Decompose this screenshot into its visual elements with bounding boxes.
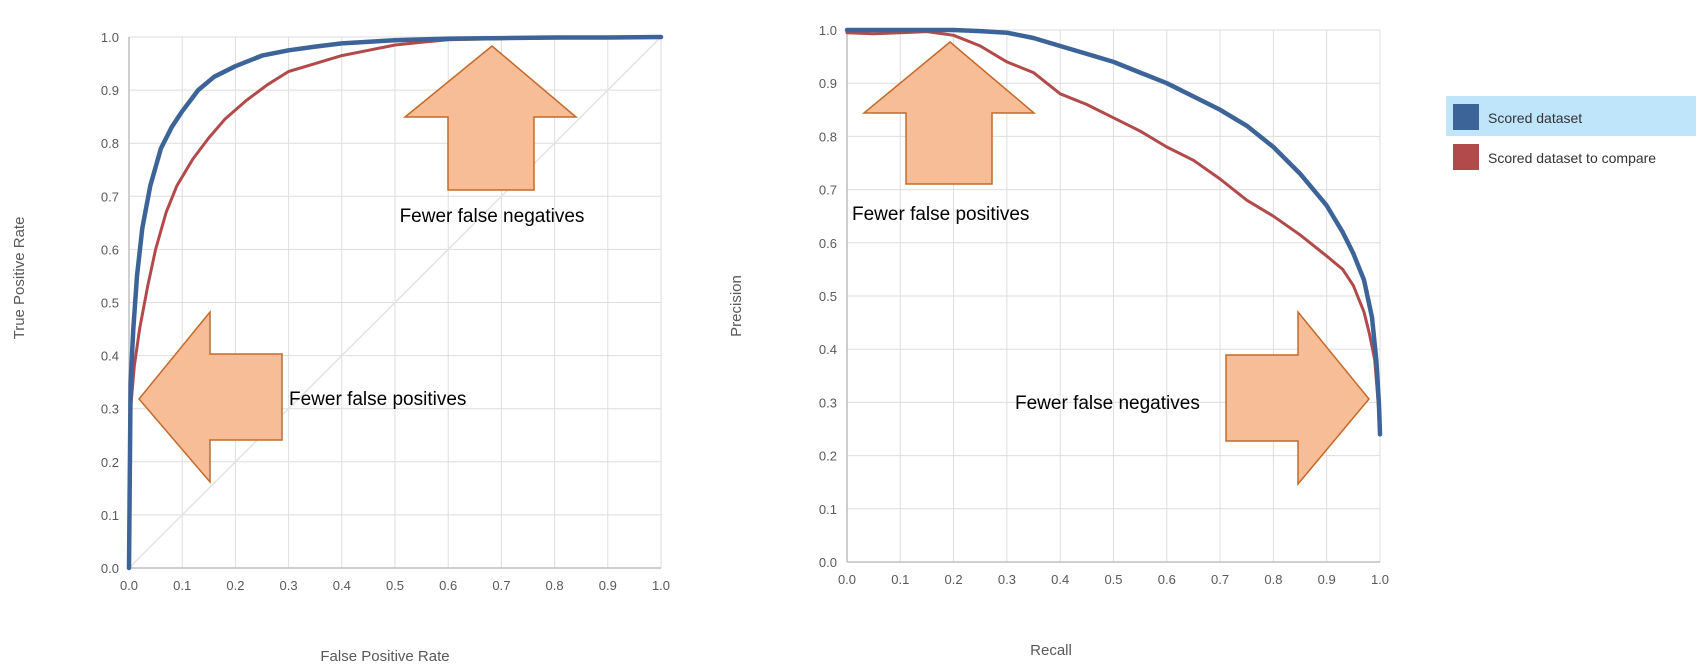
- pr-panel: 0.0 0.1 0.2 0.3 0.4 0.5 0.6 0.7 0.8 0.9 1.0 0.0 0.1 0…: [728, 23, 1389, 659]
- roc-y-tick-label: 1.0: [101, 30, 119, 45]
- pr-y-tick-label: 1.0: [819, 23, 837, 38]
- roc-y-tick-label: 0.7: [101, 189, 119, 204]
- pr-y-tick-label: 0.2: [819, 449, 837, 464]
- pr-y-tick-label: 0.4: [819, 342, 837, 357]
- roc-x-tick-label: 0.1: [173, 578, 191, 593]
- roc-x-tick-label: 0.8: [546, 578, 564, 593]
- pr-x-axis-title: Recall: [1030, 642, 1072, 659]
- pr-series: [844, 27, 1383, 437]
- roc-x-tick-label: 0.0: [120, 578, 138, 593]
- pr-up-arrow: [861, 41, 1037, 185]
- pr-y-axis-title: Precision: [728, 275, 745, 337]
- pr-x-tick-label: 0.1: [891, 572, 909, 587]
- roc-series-scored-dataset[interactable]: [126, 34, 664, 571]
- pr-y-tick-label: 0.3: [819, 395, 837, 410]
- legend-highlight: [1446, 96, 1696, 136]
- roc-x-axis-title: False Positive Rate: [320, 648, 449, 665]
- roc-y-axis-title: True Positive Rate: [11, 217, 28, 340]
- legend-swatch: [1453, 144, 1479, 170]
- legend: Scored dataset Scored dataset to compare: [1446, 96, 1696, 170]
- roc-x-tick-label: 0.4: [333, 578, 351, 593]
- pr-y-tick-label: 0.8: [819, 129, 837, 144]
- pr-x-tick-label: 0.5: [1104, 572, 1122, 587]
- pr-y-tick-label: 0.5: [819, 289, 837, 304]
- legend-item-scored-dataset[interactable]: Scored dataset: [1453, 104, 1582, 130]
- pr-y-tick-label: 0.0: [819, 555, 837, 570]
- roc-x-tick-label: 0.2: [226, 578, 244, 593]
- roc-y-tick-label: 0.3: [101, 402, 119, 417]
- roc-x-tick-label: 0.7: [492, 578, 510, 593]
- pr-right-arrow: [1225, 309, 1370, 487]
- roc-panel: 0.0 0.1 0.2 0.3 0.4 0.5 0.6 0.7 0.8 0.9 1.0 0.0 0.1 0…: [11, 30, 670, 665]
- roc-diagonal: [128, 36, 662, 569]
- legend-item-scored-dataset-to-compare[interactable]: Scored dataset to compare: [1453, 144, 1656, 170]
- pr-x-tick-label: 0.4: [1051, 572, 1069, 587]
- pr-x-tick-label: 0.8: [1264, 572, 1282, 587]
- roc-y-tick-label: 0.1: [101, 508, 119, 523]
- roc-annotation-fewer-false-negatives: Fewer false negatives: [400, 206, 585, 227]
- pr-annotation-fewer-false-negatives: Fewer false negatives: [1015, 393, 1200, 414]
- roc-x-tick-label: 0.3: [280, 578, 298, 593]
- pr-ticks: 0.0 0.1 0.2 0.3 0.4 0.5 0.6 0.7 0.8 0.9 1.0 0.0 0.1 0…: [819, 23, 1389, 587]
- roc-left-arrow: [138, 309, 283, 485]
- roc-y-tick-label: 0.0: [101, 561, 119, 576]
- legend-label: Scored dataset: [1488, 110, 1582, 126]
- roc-x-tick-label: 0.5: [386, 578, 404, 593]
- roc-y-tick-label: 0.5: [101, 296, 119, 311]
- pr-axes: [846, 30, 1380, 563]
- pr-series-scored-dataset-to-compare[interactable]: [845, 30, 1382, 431]
- roc-x-tick-label: 1.0: [652, 578, 670, 593]
- pr-x-tick-label: 0.7: [1211, 572, 1229, 587]
- pr-series-scored-dataset[interactable]: [844, 27, 1383, 437]
- roc-annotation-fewer-false-positives: Fewer false positives: [289, 389, 466, 410]
- pr-y-tick-label: 0.6: [819, 236, 837, 251]
- pr-x-tick-label: 0.9: [1318, 572, 1336, 587]
- pr-y-tick-label: 0.9: [819, 76, 837, 91]
- roc-x-tick-label: 0.9: [599, 578, 617, 593]
- roc-y-tick-label: 0.9: [101, 83, 119, 98]
- roc-y-tick-label: 0.8: [101, 136, 119, 151]
- pr-x-tick-label: 0.2: [945, 572, 963, 587]
- roc-diagonal-line: [128, 36, 662, 569]
- roc-series: [126, 34, 664, 571]
- legend-label: Scored dataset to compare: [1488, 150, 1656, 166]
- roc-y-tick-label: 0.2: [101, 455, 119, 470]
- roc-y-tick-label: 0.4: [101, 349, 119, 364]
- pr-annotation-fewer-false-positives: Fewer false positives: [852, 204, 1029, 225]
- roc-up-arrow: [402, 45, 579, 191]
- roc-y-tick-label: 0.6: [101, 242, 119, 257]
- pr-x-tick-label: 0.6: [1158, 572, 1176, 587]
- roc-x-tick-label: 0.6: [439, 578, 457, 593]
- pr-x-tick-label: 1.0: [1371, 572, 1389, 587]
- roc-ticks: 0.0 0.1 0.2 0.3 0.4 0.5 0.6 0.7 0.8 0.9 1.0 0.0 0.1 0…: [101, 30, 670, 593]
- pr-y-tick-label: 0.7: [819, 183, 837, 198]
- legend-swatch: [1453, 104, 1479, 130]
- pr-x-tick-label: 0.3: [998, 572, 1016, 587]
- pr-y-tick-label: 0.1: [819, 502, 837, 517]
- pr-x-tick-label: 0.0: [838, 572, 856, 587]
